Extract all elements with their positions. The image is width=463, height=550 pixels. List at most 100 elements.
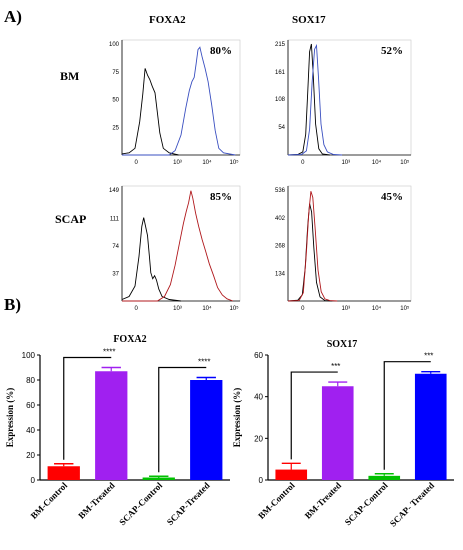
category-label: SCAP-Control xyxy=(117,480,164,527)
plot-frame xyxy=(121,185,241,302)
percentage-label: 85% xyxy=(210,191,232,203)
hist-foxa2-title: FOXA2 xyxy=(149,14,186,26)
y-tick-label: 60 xyxy=(26,401,35,410)
hist-sox17-title: SOX17 xyxy=(292,14,326,26)
y-tick-label: 402 xyxy=(275,216,286,222)
x-tick-label: 10⁴ xyxy=(202,159,212,166)
x-tick-label: 0 xyxy=(301,160,305,166)
x-tick-label: 0 xyxy=(301,306,305,312)
bar-chart-sox17: SOX17 0 20 40 60 Expression (%) BM-Control BM-T… xyxy=(232,339,454,529)
row-label-bm: BM xyxy=(60,69,79,83)
bar-bm-control xyxy=(47,466,80,480)
x-tick-label: 10⁴ xyxy=(202,305,212,312)
chart-title: SOX17 xyxy=(327,339,358,350)
histograms: 100 75 50 25 0 10³ 10⁴ 10⁵ 80% 215 161 108 54 0 10³ 10⁴… xyxy=(109,39,412,312)
percentage-label: 80% xyxy=(210,45,232,57)
row-label-scap: SCAP xyxy=(55,212,86,226)
y-tick-label: 25 xyxy=(112,125,119,131)
y-tick-label: 100 xyxy=(109,42,120,48)
category-label: SCAP- Treated xyxy=(388,480,436,528)
histogram-scap-foxa2: 149 111 74 37 0 10³ 10⁴ 10⁵ 85% xyxy=(109,185,241,312)
panel-a-label: A) xyxy=(4,7,22,26)
chart-title: FOXA2 xyxy=(113,334,146,345)
stained-histogram-line xyxy=(287,43,343,156)
y-tick-label: 75 xyxy=(112,70,119,76)
y-tick-label: 60 xyxy=(254,351,263,360)
y-tick-label: 0 xyxy=(31,476,36,485)
stained-histogram-line xyxy=(122,190,234,302)
x-tick-label: 10³ xyxy=(173,306,182,312)
stained-histogram-line xyxy=(122,46,236,156)
plot-frame xyxy=(287,39,412,156)
bar-scap-treated xyxy=(190,380,223,480)
plot-frame xyxy=(121,39,241,156)
bar-bm-control xyxy=(275,469,308,480)
y-tick-label: 149 xyxy=(109,188,120,194)
x-tick-label: 0 xyxy=(134,160,138,166)
x-tick-label: 10⁵ xyxy=(400,159,410,166)
y-tick-label: 536 xyxy=(275,188,286,194)
x-tick-label: 10⁴ xyxy=(372,305,382,312)
y-tick-label: 215 xyxy=(275,42,286,48)
category-label: BM-Treated xyxy=(76,480,116,520)
stained-histogram-line xyxy=(287,191,338,302)
category-label: BM-Control xyxy=(256,480,297,521)
category-label: BM-Treated xyxy=(303,480,343,520)
bar-scap-control xyxy=(142,477,175,480)
bar-chart-foxa2: FOXA2 0 20 40 60 80 100 Expression (%) BM-Contro… xyxy=(5,334,230,527)
y-tick-label: 268 xyxy=(275,244,286,250)
significance-label: **** xyxy=(198,358,210,367)
y-tick-label: 37 xyxy=(112,271,119,277)
control-histogram-line xyxy=(121,217,182,302)
x-tick-label: 10³ xyxy=(173,160,182,166)
bar-scap-control xyxy=(368,475,401,480)
histogram-bm-foxa2: 100 75 50 25 0 10³ 10⁴ 10⁵ 80% xyxy=(109,39,241,166)
histogram-bm-sox17: 215 161 108 54 0 10³ 10⁴ 10⁵ 52% xyxy=(275,39,412,166)
bar-bm-treated xyxy=(321,386,354,480)
y-tick-label: 40 xyxy=(26,426,35,435)
significance-bracket xyxy=(383,361,431,470)
y-tick-label: 20 xyxy=(26,451,35,460)
significance-bracket xyxy=(290,371,338,460)
y-axis-label: Expression (%) xyxy=(232,388,242,448)
significance-bracket xyxy=(158,366,207,473)
percentage-label: 52% xyxy=(381,45,403,57)
y-tick-label: 161 xyxy=(275,70,286,76)
y-tick-label: 100 xyxy=(22,351,36,360)
x-tick-label: 10³ xyxy=(341,306,350,312)
y-tick-label: 108 xyxy=(275,97,286,103)
y-tick-label: 80 xyxy=(26,376,35,385)
category-label: BM-Control xyxy=(29,480,70,521)
control-histogram-line xyxy=(121,68,179,156)
control-histogram-line xyxy=(287,203,333,302)
y-tick-label: 50 xyxy=(112,98,119,104)
x-tick-label: 10⁴ xyxy=(372,159,382,166)
bar-charts: FOXA2 0 20 40 60 80 100 Expression (%) BM-Contro… xyxy=(5,334,454,529)
histogram-scap-sox17: 536 402 268 134 0 10³ 10⁴ 10⁵ 45% xyxy=(275,185,412,312)
x-tick-label: 10⁵ xyxy=(230,305,240,312)
y-tick-label: 134 xyxy=(275,271,286,277)
x-tick-label: 10⁵ xyxy=(400,305,410,312)
x-tick-label: 0 xyxy=(134,306,138,312)
percentage-label: 45% xyxy=(381,191,403,203)
y-tick-label: 74 xyxy=(112,244,119,250)
control-histogram-line xyxy=(287,43,330,156)
y-axis-label: Expression (%) xyxy=(5,388,15,448)
y-tick-label: 111 xyxy=(110,216,120,222)
bar-scap-treated xyxy=(414,373,447,480)
y-tick-label: 20 xyxy=(254,434,263,443)
y-tick-label: 54 xyxy=(278,125,285,131)
significance-label: *** xyxy=(424,352,433,361)
significance-bracket xyxy=(63,356,112,460)
panel-b-label: B) xyxy=(4,295,21,314)
y-tick-label: 0 xyxy=(259,476,264,485)
category-label: SCAP-Control xyxy=(343,480,390,527)
x-tick-label: 10⁵ xyxy=(230,159,240,166)
significance-label: *** xyxy=(331,362,340,371)
y-tick-label: 40 xyxy=(254,393,263,402)
x-tick-label: 10³ xyxy=(341,160,350,166)
significance-label: **** xyxy=(103,348,115,357)
bar-bm-treated xyxy=(95,371,128,480)
category-label: SCAP-Treated xyxy=(165,480,212,527)
